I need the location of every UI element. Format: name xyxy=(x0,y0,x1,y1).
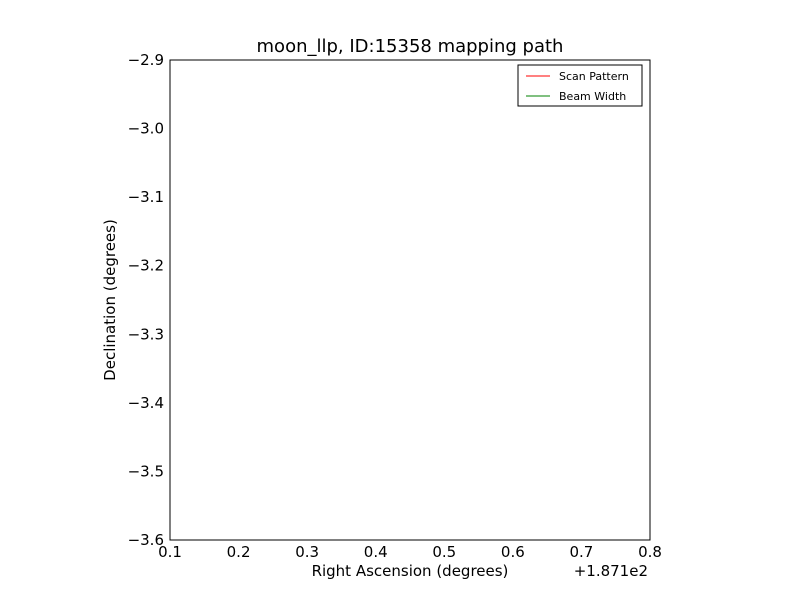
y-tick-label: −2.9 xyxy=(128,51,164,69)
x-axis-label: Right Ascension (degrees) xyxy=(312,562,509,580)
y-tick-label: −3.4 xyxy=(128,394,164,412)
chart-title: moon_llp, ID:15358 mapping path xyxy=(257,36,564,57)
y-tick-label: −3.1 xyxy=(128,188,164,206)
axes-frame xyxy=(169,59,651,541)
y-tick-label: −3.2 xyxy=(128,257,164,275)
legend: Scan Pattern Beam Width xyxy=(517,64,643,107)
tick-group: 0.1 0.2 0.3 0.4 0.5 0.6 0.7 0.8 −2.9 −3.0 −3.1 −3.2… xyxy=(128,51,662,561)
x-tick-label: 0.4 xyxy=(364,543,388,561)
legend-scan-pattern-label: Scan Pattern xyxy=(559,70,629,83)
y-axis-label: Declination (degrees) xyxy=(101,219,119,381)
x-tick-label: 0.5 xyxy=(432,543,456,561)
x-tick-label: 0.8 xyxy=(638,543,662,561)
x-tick-label: 0.7 xyxy=(569,543,593,561)
x-tick-label: 0.6 xyxy=(501,543,525,561)
x-tick-label: 0.1 xyxy=(158,543,182,561)
y-tick-label: −3.3 xyxy=(128,325,164,343)
plot-area: 0.1 0.2 0.3 0.4 0.5 0.6 0.7 0.8 −2.9 −3.0 −3.1 −3.2… xyxy=(128,51,662,561)
legend-box xyxy=(517,64,643,107)
legend-beam-width-label: Beam Width xyxy=(559,90,626,103)
y-tick-label: −3.5 xyxy=(128,462,164,480)
y-tick-label: −3.0 xyxy=(128,120,164,138)
y-tick-label: −3.6 xyxy=(128,531,164,549)
x-tick-label: 0.3 xyxy=(295,543,319,561)
x-tick-label: 0.2 xyxy=(227,543,251,561)
x-offset-label: +1.871e2 xyxy=(574,562,648,580)
